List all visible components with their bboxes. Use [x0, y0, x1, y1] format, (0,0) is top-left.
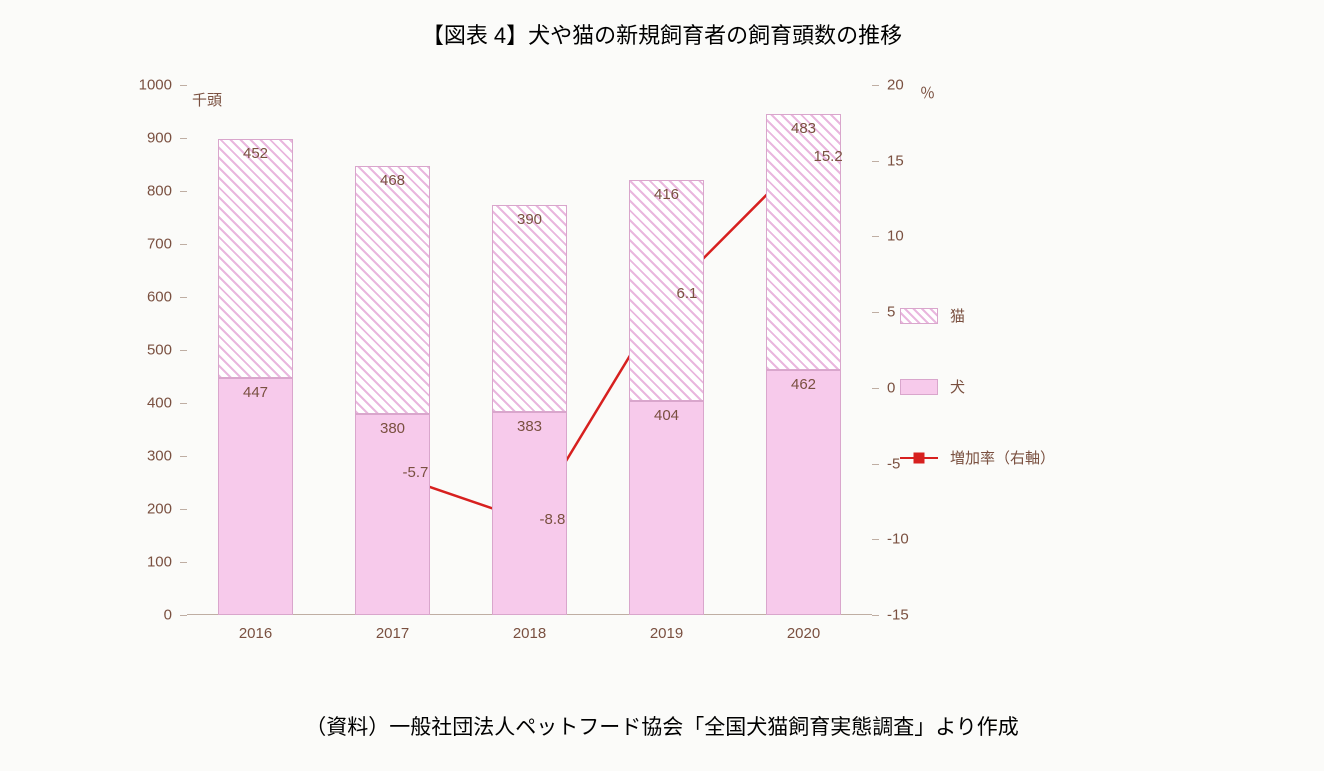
legend-label-rate: 増加率（右軸）: [950, 447, 1055, 468]
y-right-tick: [872, 161, 879, 162]
plot-area: 01002003004005006007008009001000-15-10-5…: [187, 85, 872, 615]
y-left-label: 300: [117, 448, 172, 465]
value-label-dog: 447: [243, 384, 268, 401]
y-right-tick: [872, 236, 879, 237]
y-left-tick: [180, 456, 187, 457]
y-left-tick: [180, 85, 187, 86]
y-left-label: 1000: [117, 77, 172, 94]
value-label-cat: 452: [243, 145, 268, 162]
y-left-label: 700: [117, 236, 172, 253]
value-label-rate: 15.2: [814, 148, 843, 165]
x-category-label: 2019: [650, 625, 683, 642]
legend-label-cat: 猫: [950, 305, 965, 326]
y-right-label: 10: [887, 228, 937, 245]
bar-cat: [492, 205, 567, 412]
y-left-unit: 千頭: [192, 89, 222, 110]
y-left-tick: [180, 350, 187, 351]
value-label-dog: 404: [654, 407, 679, 424]
y-right-tick: [872, 85, 879, 86]
y-left-tick: [180, 244, 187, 245]
y-right-tick: [872, 539, 879, 540]
legend-swatch-cat: [900, 308, 938, 324]
y-right-tick: [872, 388, 879, 389]
legend: 猫 犬 増加率（右軸）: [900, 305, 1055, 518]
value-label-dog: 380: [380, 420, 405, 437]
value-label-dog: 462: [791, 376, 816, 393]
bar-dog: [766, 370, 841, 615]
y-left-tick: [180, 562, 187, 563]
y-left-tick: [180, 509, 187, 510]
y-left-label: 400: [117, 395, 172, 412]
y-left-label: 200: [117, 501, 172, 518]
x-category-label: 2018: [513, 625, 546, 642]
value-label-rate: -5.7: [403, 464, 429, 481]
y-right-tick: [872, 312, 879, 313]
value-label-rate: -8.8: [540, 511, 566, 528]
y-left-tick: [180, 191, 187, 192]
legend-item-dog: 犬: [900, 376, 1055, 397]
value-label-cat: 416: [654, 186, 679, 203]
x-category-label: 2017: [376, 625, 409, 642]
y-right-unit: ％: [920, 82, 935, 103]
legend-item-rate: 増加率（右軸）: [900, 447, 1055, 468]
y-right-label: -10: [887, 531, 937, 548]
y-right-tick: [872, 464, 879, 465]
value-label-rate: 6.1: [677, 285, 698, 302]
legend-item-cat: 猫: [900, 305, 1055, 326]
y-left-label: 800: [117, 183, 172, 200]
bar-dog: [218, 378, 293, 615]
value-label-dog: 383: [517, 418, 542, 435]
bar-dog: [355, 414, 430, 615]
chart-source: （資料）一般社団法人ペットフード協会「全国犬猫飼育実態調査」より作成: [0, 711, 1324, 741]
y-right-label: 15: [887, 152, 937, 169]
y-left-tick: [180, 403, 187, 404]
value-label-cat: 390: [517, 211, 542, 228]
bar-dog: [629, 401, 704, 615]
y-left-label: 600: [117, 289, 172, 306]
y-left-tick: [180, 615, 187, 616]
legend-label-dog: 犬: [950, 376, 965, 397]
bar-cat: [355, 166, 430, 414]
x-category-label: 2020: [787, 625, 820, 642]
y-right-label: -15: [887, 607, 937, 624]
legend-swatch-dog: [900, 379, 938, 395]
value-label-cat: 483: [791, 120, 816, 137]
y-left-label: 500: [117, 342, 172, 359]
x-category-label: 2016: [239, 625, 272, 642]
value-label-cat: 468: [380, 172, 405, 189]
y-left-tick: [180, 297, 187, 298]
y-left-label: 900: [117, 130, 172, 147]
y-left-tick: [180, 138, 187, 139]
y-left-label: 0: [117, 607, 172, 624]
y-left-label: 100: [117, 554, 172, 571]
y-right-tick: [872, 615, 879, 616]
chart-title: 【図表 4】犬や猫の新規飼育者の飼育頭数の推移: [0, 18, 1324, 50]
bar-cat: [218, 139, 293, 379]
